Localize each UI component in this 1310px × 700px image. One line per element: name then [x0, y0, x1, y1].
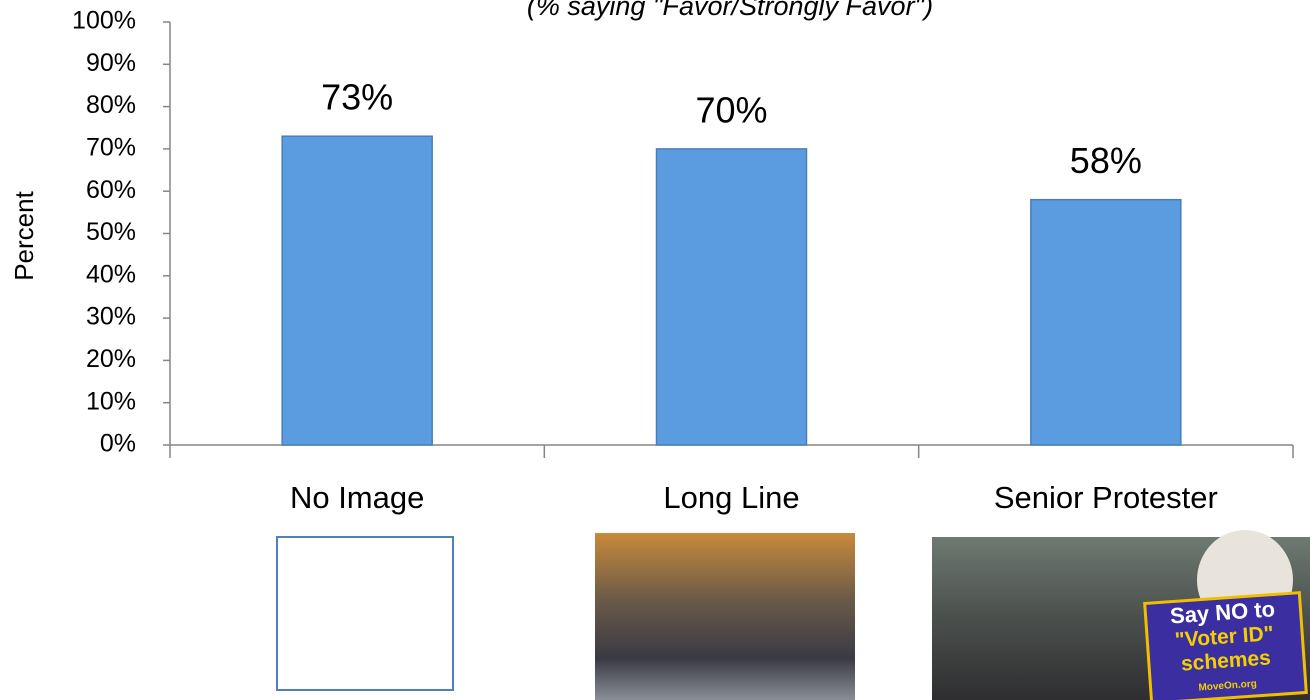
y-tick-label: 80% — [86, 91, 136, 119]
y-tick-label: 60% — [86, 176, 136, 204]
y-tick-label: 20% — [86, 345, 136, 373]
bar — [1030, 198, 1182, 446]
y-tick-label: 70% — [86, 134, 136, 162]
value-label: 73% — [321, 77, 393, 118]
image-placeholder — [276, 536, 454, 691]
x-tick-label: Senior Protester — [994, 480, 1218, 515]
y-axis-label: Percent — [9, 190, 39, 280]
bar — [281, 135, 433, 446]
y-tick-label: 10% — [86, 387, 136, 415]
y-tick-label: 50% — [86, 218, 136, 246]
y-tick-label: 40% — [86, 260, 136, 288]
protest-sign — [1143, 591, 1308, 700]
y-tick-label: 0% — [100, 430, 136, 458]
y-tick-label: 30% — [86, 303, 136, 331]
chart-title: (% saying "Favor/Strongly Favor") — [527, 0, 933, 21]
photo-long-line — [595, 533, 855, 700]
y-tick-label: 100% — [72, 7, 136, 35]
x-tick-label: Long Line — [663, 480, 799, 515]
value-label: 58% — [1070, 140, 1142, 181]
sign-line: MoveOn.org — [1198, 679, 1257, 694]
y-tick-label: 90% — [86, 49, 136, 77]
bar — [655, 148, 808, 446]
value-label: 70% — [695, 89, 767, 130]
x-tick-label: No Image — [290, 480, 424, 515]
